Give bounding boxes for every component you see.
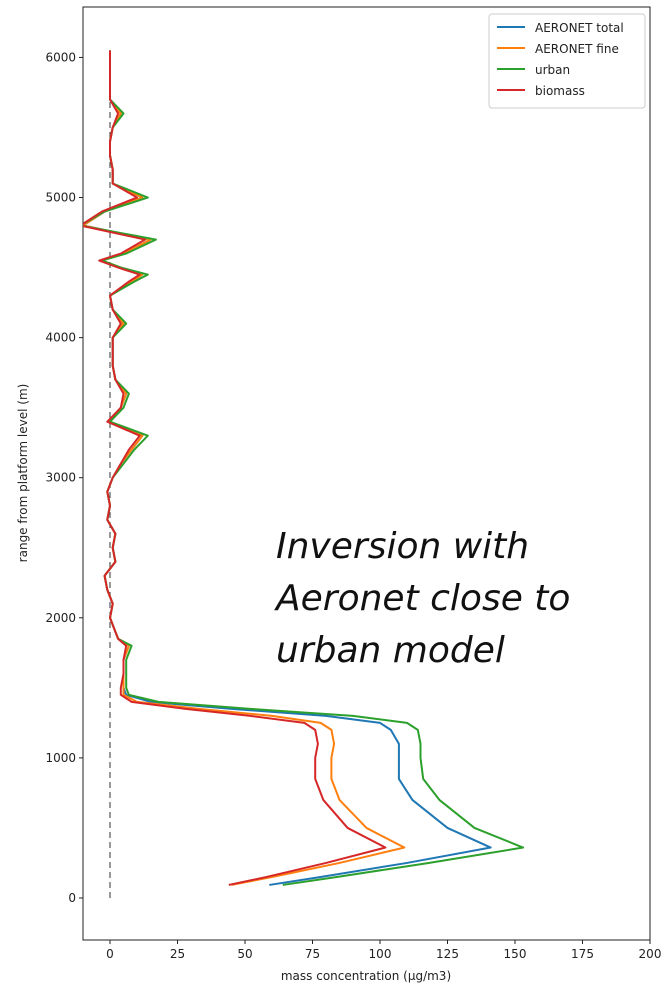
legend-label: biomass: [535, 84, 585, 98]
legend-label: urban: [535, 63, 570, 77]
annotation-line: Inversion with: [276, 526, 529, 567]
y-tick-label: 6000: [45, 50, 76, 64]
plot-area: [82, 6, 651, 941]
x-tick-label: 100: [369, 947, 392, 961]
x-tick-label: 50: [237, 947, 252, 961]
x-tick-label: 0: [106, 947, 114, 961]
legend-label: AERONET fine: [535, 42, 619, 56]
legend-label: AERONET total: [535, 21, 624, 35]
legend: AERONET total AERONET fine urban biomass: [488, 13, 646, 109]
x-tick-label: 75: [305, 947, 320, 961]
annotation-line: Aeronet close to: [274, 578, 570, 619]
y-axis-label: range from platform level (m): [16, 384, 30, 563]
x-axis-label: mass concentration (μg/m3): [281, 969, 451, 983]
x-tick-label: 150: [504, 947, 527, 961]
series-line: [83, 50, 387, 886]
y-tick-label: 1000: [45, 751, 76, 765]
legend-box: [488, 13, 646, 109]
annotation: Inversion with Aeronet close to urban mode…: [274, 526, 570, 671]
y-tick-label: 0: [68, 891, 76, 905]
x-tick-label: 175: [571, 947, 594, 961]
y-tick-label: 4000: [45, 331, 76, 345]
x-tick-label: 125: [436, 947, 459, 961]
plot-lines: [83, 50, 525, 898]
x-tick-label: 200: [639, 947, 662, 961]
y-tick-label: 2000: [45, 611, 76, 625]
annotation-line: urban model: [276, 630, 505, 671]
x-tick-label: 25: [170, 947, 185, 961]
series-line: [83, 50, 525, 886]
axes: 0 25 50 75 100 125 150 175 200010002000300040005…: [45, 50, 661, 961]
y-tick-label: 5000: [45, 191, 76, 205]
y-tick-label: 3000: [45, 471, 76, 485]
